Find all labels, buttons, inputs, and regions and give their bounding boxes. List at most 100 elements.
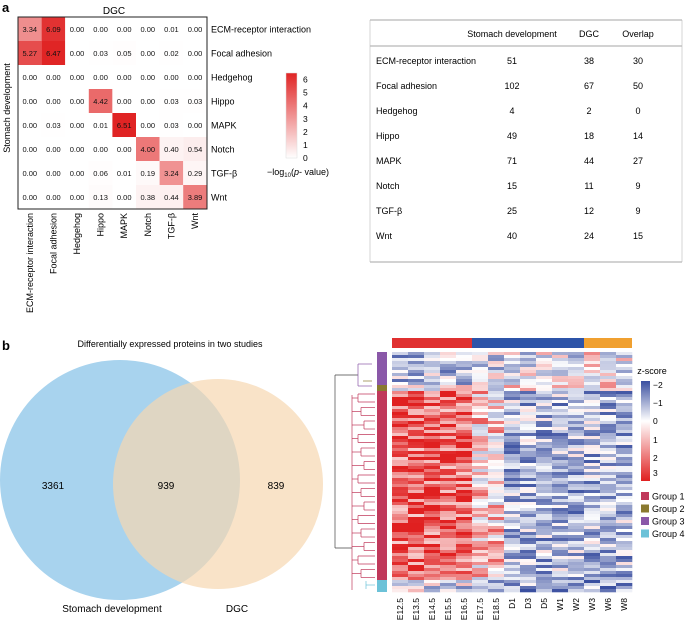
expression-cell	[584, 589, 601, 593]
expression-cell	[424, 391, 441, 395]
expression-cell	[472, 532, 489, 536]
expression-cell	[488, 439, 505, 443]
expression-cell	[504, 541, 521, 545]
expression-cell	[568, 415, 585, 419]
expression-cell	[472, 475, 489, 479]
expression-cell	[520, 550, 537, 554]
heatmap-cell-value: 0.00	[70, 25, 85, 34]
expression-cell	[424, 487, 441, 491]
expression-cell	[504, 562, 521, 566]
expression-cell	[456, 373, 473, 377]
expression-cell	[536, 442, 553, 446]
expression-cell	[568, 463, 585, 467]
expression-cell	[568, 448, 585, 452]
expression-cell	[424, 514, 441, 518]
expression-cell	[584, 472, 601, 476]
expression-cell	[600, 406, 617, 410]
expression-cell	[392, 376, 409, 380]
expression-cell	[552, 493, 569, 497]
expression-cell	[456, 541, 473, 545]
heatmap-cell-value: 0.00	[22, 73, 37, 82]
expression-cell	[600, 382, 617, 386]
expression-cell	[456, 355, 473, 359]
expression-cell	[440, 490, 457, 494]
expression-cell	[616, 409, 633, 413]
heatmap-cell-value: 0.00	[140, 73, 155, 82]
heatmap-cell	[159, 161, 184, 185]
expression-cell	[600, 442, 617, 446]
expression-cell	[616, 445, 633, 449]
expression-cell	[504, 499, 521, 503]
expression-cell	[552, 361, 569, 365]
expression-cell	[392, 433, 409, 437]
expression-cell	[536, 589, 553, 593]
expression-cell	[408, 454, 425, 458]
expression-cell	[536, 502, 553, 506]
heatmap-cell	[159, 113, 184, 137]
table-header-cell: DGC	[579, 29, 600, 39]
expression-cell	[520, 370, 537, 374]
heatmap-cell-value: 0.05	[117, 49, 132, 58]
expression-cell	[568, 559, 585, 563]
expression-cell	[552, 385, 569, 389]
expression-cell	[408, 580, 425, 584]
expression-cell	[568, 433, 585, 437]
expression-cell	[440, 556, 457, 560]
expression-cell	[584, 529, 601, 533]
pvalue-colorbar-tick: 6	[303, 75, 308, 85]
expression-cell	[472, 550, 489, 554]
expression-cell	[552, 535, 569, 539]
expression-heatmap-column-labels: E12.5 E13.5 E14.5 E15.5 E16.5 E17.5 E18.5 D1 D3 D…	[395, 598, 629, 620]
expression-cell	[472, 439, 489, 443]
table-cell: Hedgehog	[376, 106, 418, 116]
expression-cell	[600, 427, 617, 431]
expression-cell	[392, 544, 409, 548]
expression-cell	[392, 541, 409, 545]
row-group-bar-segment	[377, 580, 387, 592]
expression-cell	[520, 514, 537, 518]
expression-cell	[520, 400, 537, 404]
expression-column-label: E18.5	[491, 598, 501, 620]
expression-cell	[392, 454, 409, 458]
expression-cell	[504, 376, 521, 380]
expression-cell	[456, 415, 473, 419]
table-cell: 0	[635, 106, 640, 116]
expression-cell	[568, 424, 585, 428]
expression-cell	[408, 472, 425, 476]
expression-cell	[472, 544, 489, 548]
table-header-cell: Overlap	[622, 29, 654, 39]
expression-cell	[600, 397, 617, 401]
venn-title: Differentially expressed proteins in two…	[78, 339, 263, 349]
expression-cell	[456, 550, 473, 554]
expression-column-label: W1	[555, 598, 565, 611]
expression-cell	[488, 583, 505, 587]
expression-cell	[536, 466, 553, 470]
expression-cell	[616, 565, 633, 569]
expression-cell	[504, 508, 521, 512]
expression-cell	[568, 418, 585, 422]
expression-cell	[392, 583, 409, 587]
expression-cell	[488, 394, 505, 398]
expression-cell	[616, 352, 633, 356]
heatmap-cell	[65, 185, 89, 209]
expression-cell	[520, 502, 537, 506]
expression-cell	[600, 409, 617, 413]
expression-cell	[392, 439, 409, 443]
expression-cell	[408, 412, 425, 416]
heatmap-title: DGC	[103, 6, 125, 17]
expression-cell	[456, 427, 473, 431]
expression-cell	[616, 529, 633, 533]
expression-cell	[504, 532, 521, 536]
expression-cell	[504, 526, 521, 530]
expression-cell	[584, 475, 601, 479]
expression-cell	[504, 397, 521, 401]
expression-cell	[408, 550, 425, 554]
expression-cell	[504, 427, 521, 431]
expression-cell	[392, 574, 409, 578]
table-header-cell: Stomach development	[467, 29, 557, 39]
expression-cell	[424, 589, 441, 593]
expression-cell	[568, 367, 585, 371]
expression-cell	[536, 517, 553, 521]
expression-cell	[584, 415, 601, 419]
table-cell: Focal adhesion	[376, 81, 437, 91]
